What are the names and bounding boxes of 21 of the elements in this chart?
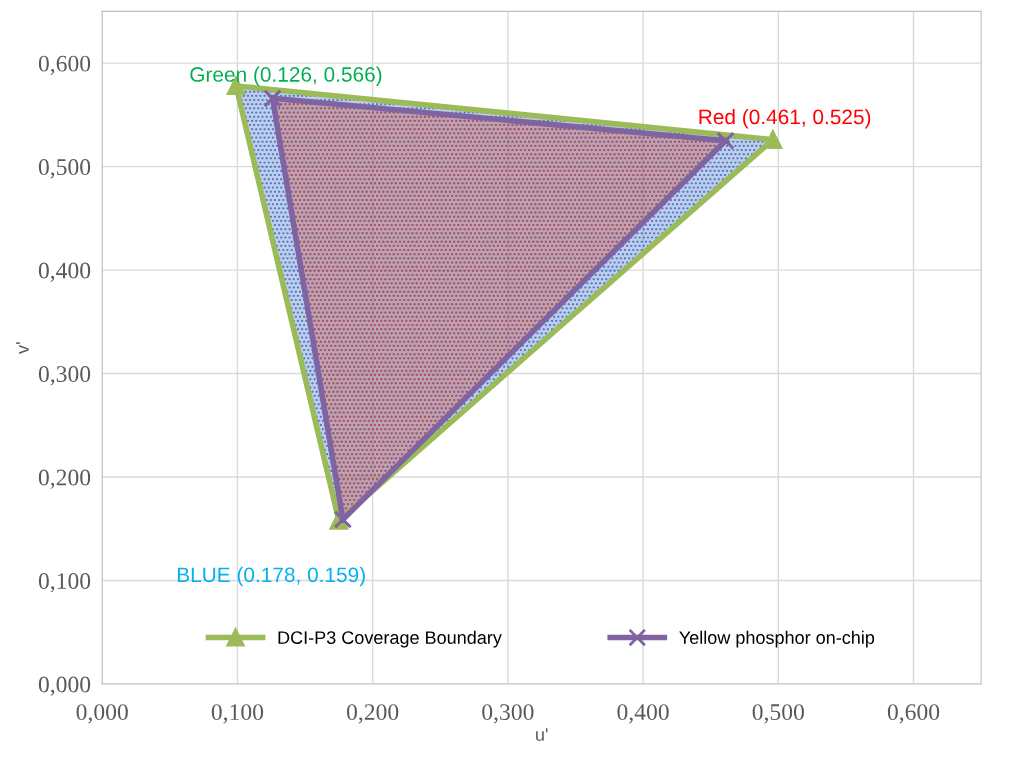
y-tick-label: 0,200 [38,469,91,489]
x-tick-label: 0,200 [346,704,399,724]
y-tick-label: 0,300 [38,366,91,386]
annotation: Green (0.126, 0.566) [190,66,382,86]
x-tick-label: 0,500 [752,704,804,724]
x-axis-title: u' [536,728,548,741]
annotation: Red (0.461, 0.525) [699,108,871,129]
x-tick-label: 0,400 [617,704,669,724]
x-tick-label: 0,600 [887,704,940,724]
y-tick-label: 0,600 [38,55,91,75]
x-tick-label: 0,300 [482,704,534,724]
legend-label: Yellow phosphor on-chip [679,630,875,648]
y-tick-label: 0,100 [38,573,91,593]
legend-label: DCI-P3 Coverage Boundary [278,630,502,648]
y-tick-label: 0,400 [38,262,91,282]
y-tick-label: 0,500 [38,159,91,179]
x-tick-label: 0,000 [76,704,128,724]
y-tick-label: 0,000 [38,676,91,696]
x-tick-label: 0,100 [211,704,264,724]
y-axis-title: v' [16,342,29,354]
annotation: BLUE (0.178, 0.159) [177,566,365,587]
